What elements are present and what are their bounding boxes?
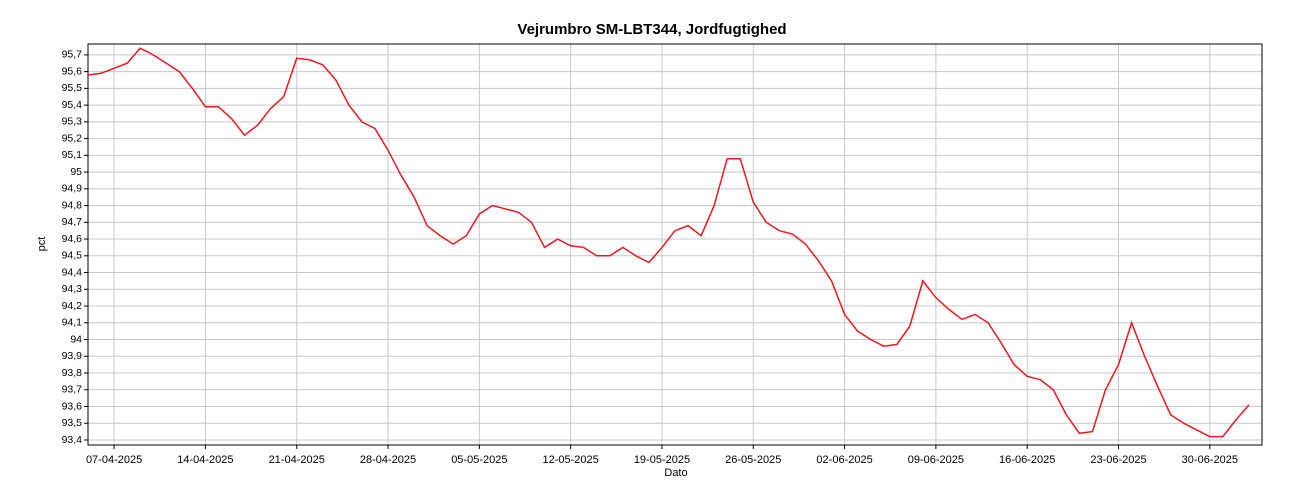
y-tick-label: 94,3 xyxy=(62,283,83,295)
y-tick-label: 94,2 xyxy=(62,300,83,312)
y-tick-label: 95,4 xyxy=(62,99,83,111)
x-tick-label: 07-04-2025 xyxy=(86,454,142,466)
y-tick-label: 95 xyxy=(70,166,82,178)
y-tick-label: 95,2 xyxy=(62,132,83,144)
y-tick-label: 95,7 xyxy=(62,49,83,61)
x-tick-label: 05-05-2025 xyxy=(451,454,507,466)
plot-frame xyxy=(87,43,1263,446)
y-tick-label: 94,7 xyxy=(62,216,83,228)
x-tick-label: 16-06-2025 xyxy=(999,454,1055,466)
x-tick-label: 12-05-2025 xyxy=(543,454,599,466)
y-tick-label: 94,4 xyxy=(62,266,83,278)
x-tick-label: 23-06-2025 xyxy=(1090,454,1146,466)
y-tick-label: 93,5 xyxy=(62,417,83,429)
y-tick-label: 93,9 xyxy=(62,350,83,362)
x-tick-label: 26-05-2025 xyxy=(725,454,781,466)
x-tick-label: 14-04-2025 xyxy=(177,454,233,466)
x-tick-label: 28-04-2025 xyxy=(360,454,416,466)
y-tick-label: 94,5 xyxy=(62,250,83,262)
y-tick-label: 94,1 xyxy=(62,317,83,329)
y-tick-label: 95,1 xyxy=(62,149,83,161)
y-axis-label: pct xyxy=(36,237,48,252)
y-tick-label: 95,5 xyxy=(62,82,83,94)
data-line xyxy=(87,47,1250,438)
y-tick-label: 93,7 xyxy=(62,384,83,396)
x-axis-label: Dato xyxy=(664,467,687,479)
y-tick-label: 93,6 xyxy=(62,400,83,412)
y-tick-label: 93,8 xyxy=(62,367,83,379)
x-tick-label: 21-04-2025 xyxy=(269,454,325,466)
y-tick-label: 94,6 xyxy=(62,233,83,245)
y-tick-label: 95,3 xyxy=(62,116,83,128)
chart-title: Vejrumbro SM-LBT344, Jordfugtighed xyxy=(517,21,786,38)
x-tick-label: 09-06-2025 xyxy=(908,454,964,466)
y-tick-label: 94,8 xyxy=(62,199,83,211)
x-tick-label: 02-06-2025 xyxy=(816,454,872,466)
y-tick-label: 93,4 xyxy=(62,434,83,446)
y-tick-label: 95,6 xyxy=(62,65,83,77)
x-tick-label: 30-06-2025 xyxy=(1182,454,1238,466)
x-tick-label: 19-05-2025 xyxy=(634,454,690,466)
y-tick-label: 94,9 xyxy=(62,183,83,195)
y-tick-label: 94 xyxy=(70,333,82,345)
